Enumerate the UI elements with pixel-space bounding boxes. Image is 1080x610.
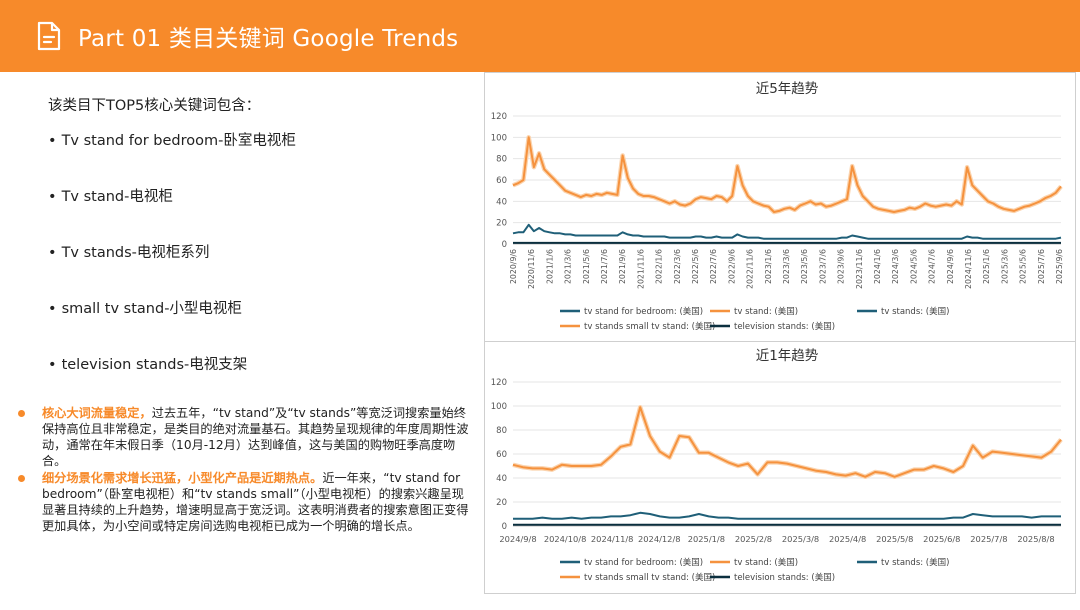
page-title: Part 01 类目关键词 Google Trends bbox=[78, 26, 459, 52]
x-tick-label: 2023/3/6 bbox=[782, 249, 791, 284]
x-tick-label: 2025/1/6 bbox=[982, 249, 991, 284]
slide-header: Part 01 类目关键词 Google Trends bbox=[0, 0, 1080, 72]
y-tick-label: 20 bbox=[496, 219, 507, 229]
x-tick-label: 2023/11/6 bbox=[855, 249, 864, 289]
chart-1-year-trend: 近1年趋势 0 20 40 60 80 100 120 2024/9/8 2024/10/8 202… bbox=[491, 348, 1063, 583]
x-tick-label: 2022/5/6 bbox=[691, 249, 700, 284]
series-line bbox=[512, 406, 1062, 478]
chart-title: 近5年趋势 bbox=[756, 81, 819, 97]
x-tick-label: 2025/5/6 bbox=[1019, 249, 1028, 284]
x-tick-label: 2022/7/6 bbox=[709, 249, 718, 284]
legend-label: television stands: (美国) bbox=[734, 572, 835, 583]
y-tick-label: 100 bbox=[491, 133, 507, 143]
x-tick-label: 2025/3/8 bbox=[782, 534, 819, 544]
x-tick-label: 2021/3/6 bbox=[564, 249, 573, 284]
bullet-icon bbox=[18, 475, 25, 482]
x-tick-label: 2024/9/8 bbox=[499, 534, 536, 544]
x-tick-label: 2025/6/8 bbox=[923, 534, 960, 544]
y-tick-label: 100 bbox=[491, 402, 507, 412]
chart-5-year-trend: 近5年趋势 0 20 40 60 80 100 120 2020/9/6 2020/11/6 202… bbox=[491, 81, 1064, 332]
series-line-glow bbox=[512, 135, 1063, 215]
x-tick-label: 2025/8/8 bbox=[1017, 534, 1054, 544]
legend-label: tv stands small tv stand: (美国) bbox=[584, 572, 715, 583]
legend-label: tv stands small tv stand: (美国) bbox=[584, 321, 715, 332]
x-tick-label: 2024/7/6 bbox=[928, 249, 937, 284]
y-tick-label: 40 bbox=[496, 474, 507, 484]
x-tick-label: 2024/1/6 bbox=[873, 249, 882, 284]
x-tick-label: 2025/1/8 bbox=[688, 534, 725, 544]
x-tick-label: 2022/1/6 bbox=[655, 249, 664, 284]
keyword-item: • Tv stand for bedroom-卧室电视柜 bbox=[48, 133, 296, 149]
legend-label: tv stand: (美国) bbox=[734, 557, 798, 568]
y-tick-label: 60 bbox=[496, 450, 507, 460]
legend-label: tv stands: (美国) bbox=[881, 306, 949, 317]
y-tick-label: 40 bbox=[496, 197, 507, 207]
x-tick-label: 2020/11/6 bbox=[527, 249, 536, 289]
x-tick-label: 2024/12/8 bbox=[638, 534, 681, 544]
insight-text: 近一年来，“tv stand for bedroom”（卧室电视柜）和“tv s… bbox=[42, 471, 469, 533]
legend-label: tv stand for bedroom: (美国) bbox=[584, 306, 703, 317]
intro-text: 该类目下TOP5核心关键词包含： bbox=[48, 98, 261, 114]
x-tick-label: 2022/9/6 bbox=[727, 249, 736, 284]
x-tick-label: 2024/5/6 bbox=[909, 249, 918, 284]
series-line bbox=[512, 223, 1062, 240]
insight-highlight: 核心大词流量稳定， bbox=[42, 406, 152, 420]
y-tick-label: 60 bbox=[496, 176, 507, 186]
charts-panel: 近5年趋势 0 20 40 60 80 100 120 2020/9/6 2020/11/6 202… bbox=[484, 72, 1076, 594]
chart-divider bbox=[485, 341, 1075, 342]
y-tick-label: 0 bbox=[502, 522, 507, 532]
document-icon bbox=[36, 21, 62, 51]
legend-label: tv stands: (美国) bbox=[881, 557, 949, 568]
y-tick-label: 80 bbox=[496, 426, 507, 436]
insight-text: 过去五年，“tv stand”及“tv stands”等宽泛词搜索量始终保持高位… bbox=[42, 406, 469, 468]
insight-paragraph-niche: 细分场景化需求增长迅猛，小型化产品是近期热点。近一年来，“tv stand fo… bbox=[18, 470, 476, 534]
x-tick-label: 2025/5/8 bbox=[876, 534, 913, 544]
x-tick-label: 2024/11/6 bbox=[964, 249, 973, 289]
x-tick-label: 2022/11/6 bbox=[746, 249, 755, 289]
x-tick-label: 2023/9/6 bbox=[837, 249, 846, 284]
x-tick-label: 2025/4/8 bbox=[829, 534, 866, 544]
x-tick-label: 2023/5/6 bbox=[800, 249, 809, 284]
legend-label: television stands: (美国) bbox=[734, 321, 835, 332]
legend-label: tv stand for bedroom: (美国) bbox=[584, 557, 703, 568]
x-tick-label: 2021/1/6 bbox=[545, 249, 554, 284]
insight-paragraph-core: 核心大词流量稳定，过去五年，“tv stand”及“tv stands”等宽泛词… bbox=[18, 405, 476, 469]
x-tick-label: 2024/9/6 bbox=[946, 249, 955, 284]
x-tick-label: 2021/9/6 bbox=[618, 249, 627, 284]
x-tick-label: 2025/7/8 bbox=[970, 534, 1007, 544]
legend-label: tv stand: (美国) bbox=[734, 306, 798, 317]
x-tick-label: 2022/3/6 bbox=[673, 249, 682, 284]
y-tick-label: 80 bbox=[496, 155, 507, 165]
series-line bbox=[513, 511, 1061, 520]
keyword-item: • Tv stand-电视柜 bbox=[48, 189, 173, 205]
y-tick-label: 20 bbox=[496, 498, 507, 508]
chart-title: 近1年趋势 bbox=[756, 348, 819, 364]
x-tick-label: 2021/11/6 bbox=[636, 249, 645, 289]
x-tick-label: 2021/7/6 bbox=[600, 249, 609, 284]
series-line bbox=[512, 136, 1062, 213]
insight-highlight: 细分场景化需求增长迅猛，小型化产品是近期热点。 bbox=[42, 471, 323, 485]
x-tick-label: 2024/10/8 bbox=[544, 534, 587, 544]
x-tick-label: 2024/3/6 bbox=[891, 249, 900, 284]
y-tick-label: 120 bbox=[491, 378, 507, 388]
x-tick-label: 2025/7/6 bbox=[1037, 249, 1046, 284]
x-tick-label: 2025/2/8 bbox=[735, 534, 772, 544]
bullet-icon bbox=[18, 410, 25, 417]
y-tick-label: 120 bbox=[491, 112, 507, 122]
keyword-item: • television stands-电视支架 bbox=[48, 357, 248, 373]
x-tick-label: 2025/9/6 bbox=[1055, 249, 1064, 284]
x-tick-label: 2025/3/6 bbox=[1000, 249, 1009, 284]
keyword-item: • Tv stands-电视柜系列 bbox=[48, 245, 210, 261]
keywords-panel: 该类目下TOP5核心关键词包含： • Tv stand for bedroom-卧… bbox=[0, 72, 484, 610]
x-tick-label: 2020/9/6 bbox=[509, 249, 518, 284]
x-tick-label: 2023/7/6 bbox=[818, 249, 827, 284]
y-tick-label: 0 bbox=[502, 240, 507, 250]
x-tick-label: 2024/11/8 bbox=[591, 534, 634, 544]
x-tick-label: 2021/5/6 bbox=[582, 249, 591, 284]
x-tick-label: 2023/1/6 bbox=[764, 249, 773, 284]
keyword-item: • small tv stand-小型电视柜 bbox=[48, 301, 242, 317]
